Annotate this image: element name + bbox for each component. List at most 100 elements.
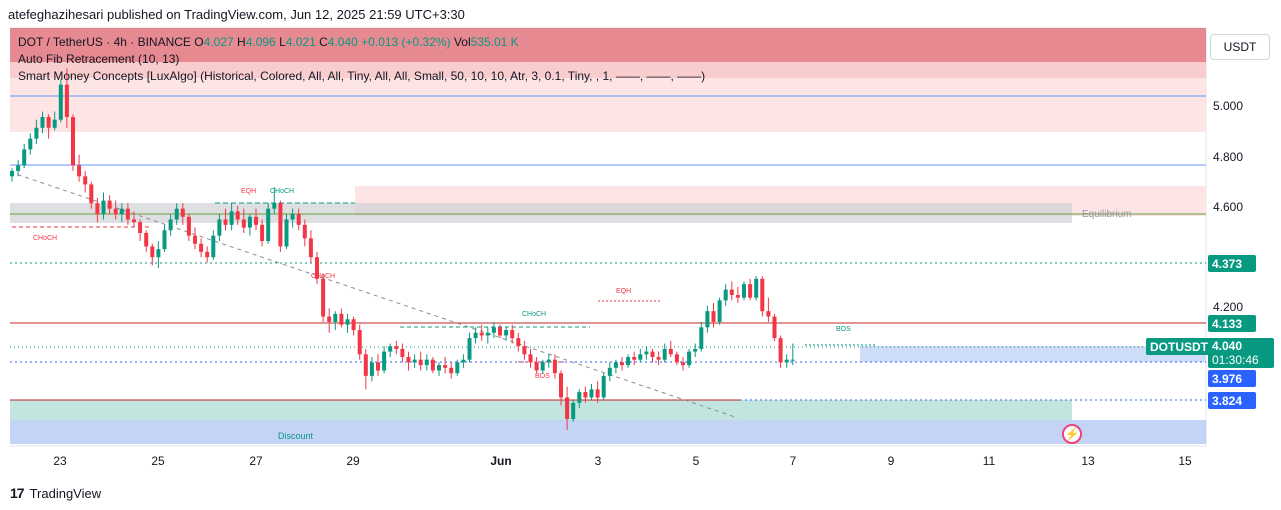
publish-header: atefeghazihesari published on TradingVie… xyxy=(0,0,1281,30)
published-text: atefeghazihesari published on TradingVie… xyxy=(8,7,465,22)
candle-body xyxy=(339,313,344,325)
candle-body xyxy=(180,208,185,217)
time-label-11: 11 xyxy=(983,454,996,468)
candle-body xyxy=(333,313,338,322)
candle-body xyxy=(522,346,527,355)
candle-body xyxy=(693,348,698,352)
eqh-label-2: EQH xyxy=(616,288,631,295)
chart-legend[interactable]: DOT / TetherUS · 4h · BINANCE O4.027 H4.… xyxy=(18,34,705,85)
legend-symbol-row[interactable]: DOT / TetherUS · 4h · BINANCE O4.027 H4.… xyxy=(18,34,705,51)
price-badge-4133: 4.133 xyxy=(1208,315,1256,332)
bar-countdown: 01:30:46 xyxy=(1212,353,1259,367)
candle-body xyxy=(559,373,563,398)
candle-body xyxy=(571,402,576,420)
candle-body xyxy=(290,214,295,220)
price-tick-5000: 5.000 xyxy=(1213,99,1243,113)
legend-close-value: 4.040 xyxy=(327,35,358,49)
legend-low-value: 4.021 xyxy=(285,35,316,49)
legend-change: +0.013 (+0.32%) xyxy=(361,35,451,49)
candle-body xyxy=(34,127,39,139)
currency-button[interactable]: USDT xyxy=(1210,34,1270,60)
candle-body xyxy=(662,348,667,360)
candle-series xyxy=(10,68,795,430)
candle-body xyxy=(162,230,167,250)
candle-body xyxy=(748,284,753,298)
candle-body xyxy=(40,116,45,128)
candle-body xyxy=(272,203,277,209)
candle-body xyxy=(193,235,197,244)
legend-high-value: 4.096 xyxy=(245,35,276,49)
candle-body xyxy=(321,278,326,317)
candle-body xyxy=(455,362,460,374)
candle-body xyxy=(119,208,124,215)
candle-body xyxy=(16,165,21,171)
discount-zone-teal xyxy=(10,400,1072,420)
candle-body xyxy=(498,327,502,336)
time-label-3: 3 xyxy=(595,454,602,468)
candle-body xyxy=(589,389,594,398)
legend-high-label: H xyxy=(237,35,246,49)
candle-body xyxy=(632,357,637,360)
candle-body xyxy=(144,232,149,247)
candle-body xyxy=(107,200,112,209)
candle-body xyxy=(64,84,69,117)
candle-body xyxy=(717,300,722,322)
time-label-5: 5 xyxy=(693,454,700,468)
last-price-badge: 4.040 01:30:46 xyxy=(1208,338,1274,368)
time-label-23: 23 xyxy=(53,454,67,468)
lightning-icon[interactable]: ⚡ xyxy=(1062,424,1082,444)
candle-body xyxy=(467,338,472,360)
candle-body xyxy=(308,238,313,258)
candle-body xyxy=(327,316,332,322)
candle-body xyxy=(485,332,490,336)
candle-body xyxy=(583,392,588,398)
candle-body xyxy=(534,362,539,371)
legend-indicator-smc[interactable]: Smart Money Concepts [LuxAlgo] (Historic… xyxy=(18,69,706,83)
candle-body xyxy=(650,351,655,358)
premium-zone-band xyxy=(10,62,1206,78)
bos-label-2: BOS xyxy=(836,326,851,333)
candle-body xyxy=(754,278,759,298)
candle-body xyxy=(479,332,484,336)
price-tick-4800: 4.800 xyxy=(1213,150,1243,164)
candle-body xyxy=(278,203,283,247)
candle-body xyxy=(461,359,466,363)
time-label-jun: Jun xyxy=(490,454,511,468)
legend-open-label: O xyxy=(194,35,204,49)
candle-body xyxy=(217,219,222,236)
demand-zone xyxy=(860,346,1206,362)
candle-body xyxy=(10,170,14,177)
candle-body xyxy=(199,243,204,252)
bos-label-1: BOS xyxy=(535,373,550,380)
candle-body xyxy=(174,208,179,220)
tradingview-logo[interactable]: 17 TradingView xyxy=(10,485,101,501)
candle-body xyxy=(418,359,423,366)
candle-body xyxy=(205,251,210,258)
legend-indicator-fib[interactable]: Auto Fib Retracement (10, 13) xyxy=(18,52,180,66)
candle-body xyxy=(668,348,673,355)
candle-body xyxy=(168,219,173,231)
legend-symbol[interactable]: DOT / TetherUS · 4h · BINANCE xyxy=(18,35,191,49)
time-label-7: 7 xyxy=(790,454,797,468)
candle-body xyxy=(388,346,393,352)
premium-zone-light xyxy=(10,78,1206,132)
candle-body xyxy=(113,208,118,215)
legend-low-label: L xyxy=(279,35,286,49)
candle-body xyxy=(71,116,75,166)
discount-zone-blue xyxy=(10,420,1206,444)
candle-body xyxy=(760,278,765,312)
candle-body xyxy=(46,116,51,128)
candle-body xyxy=(58,84,63,120)
candle-body xyxy=(302,224,307,239)
candle-body xyxy=(400,348,405,358)
time-label-29: 29 xyxy=(346,454,360,468)
legend-open-value: 4.027 xyxy=(203,35,234,49)
candle-body xyxy=(711,311,716,322)
tv-logo-icon: 17 xyxy=(10,485,25,501)
candle-body xyxy=(254,216,258,225)
price-tick-4200: 4.200 xyxy=(1213,300,1243,314)
candle-body xyxy=(241,219,246,228)
candle-body xyxy=(186,216,191,236)
candle-body xyxy=(552,359,557,374)
